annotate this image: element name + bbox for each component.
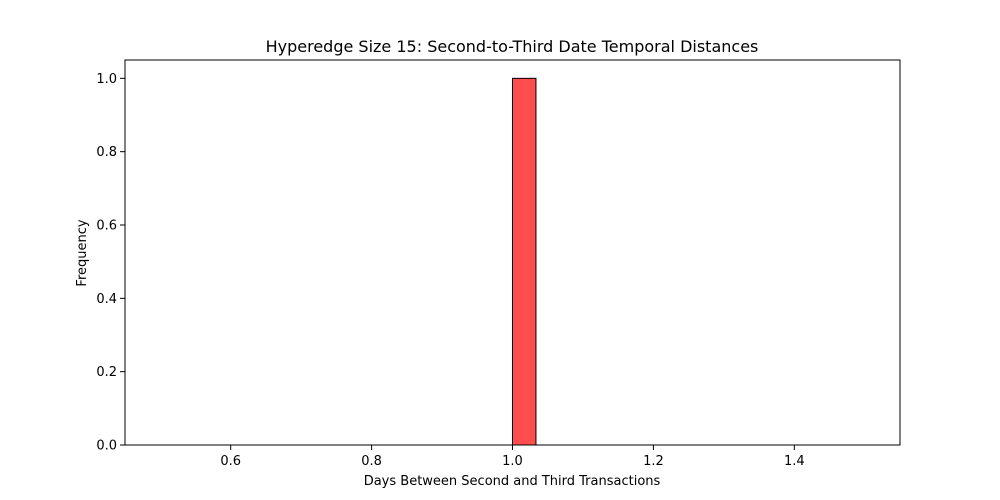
x-tick-label: 1.0 — [502, 454, 523, 469]
chart-title: Hyperedge Size 15: Second-to-Third Date … — [266, 37, 759, 56]
x-tick-label: 0.6 — [220, 454, 241, 469]
x-axis-label: Days Between Second and Third Transactio… — [364, 474, 661, 489]
x-tick-label: 1.2 — [643, 454, 664, 469]
y-tick-label: 0.8 — [96, 145, 117, 160]
histogram-bar — [512, 77, 537, 446]
y-tick-label: 0.2 — [96, 365, 117, 380]
y-tick-label: 1.0 — [96, 72, 117, 87]
y-tick-label: 0.0 — [96, 439, 117, 454]
x-tick-label: 0.8 — [361, 454, 382, 469]
y-tick-label: 0.4 — [96, 292, 117, 307]
y-axis-ticks: 0.0 0.2 0.4 0.6 0.8 1.0 — [96, 72, 125, 454]
bars-layer — [512, 77, 537, 446]
y-axis-label: Frequency — [75, 219, 90, 286]
x-axis-ticks: 0.6 0.8 1.0 1.2 1.4 — [220, 445, 805, 469]
x-tick-label: 1.4 — [784, 454, 805, 469]
y-tick-label: 0.6 — [96, 219, 117, 234]
